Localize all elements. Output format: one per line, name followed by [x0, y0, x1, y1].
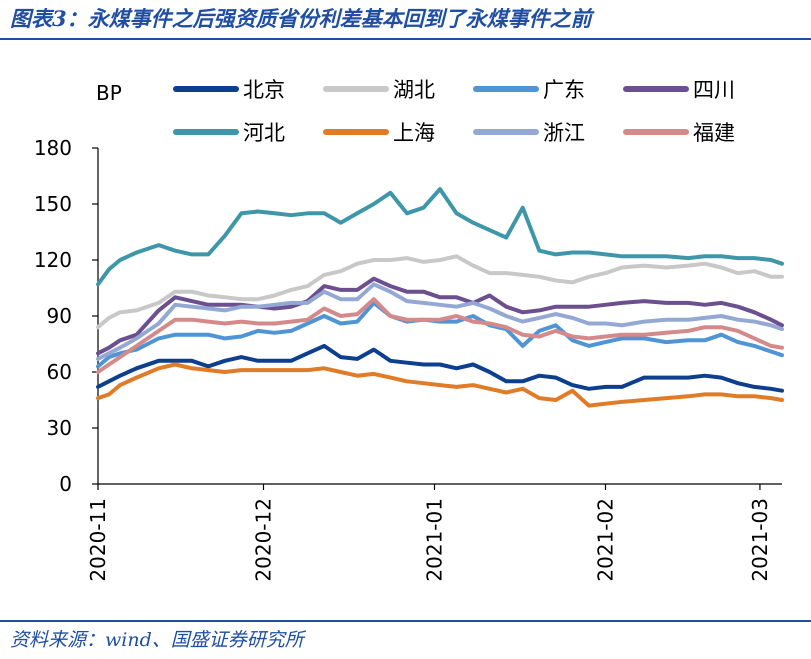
x-tick-label: 2021-03 — [748, 498, 772, 582]
series-layer — [96, 187, 784, 408]
line-chart: 0 30 60 90 120 150 180 2020-11 2020-12 2021-01 202… — [34, 78, 784, 582]
y-tick-label: 90 — [47, 304, 72, 328]
legend-label-1: 北京 — [243, 78, 285, 102]
series-line-3 — [96, 300, 784, 369]
series-line-5 — [96, 187, 784, 287]
x-tick-label: 2021-01 — [422, 498, 446, 582]
y-tick-label: 150 — [34, 192, 72, 216]
series-line-8 — [96, 297, 784, 374]
series-line-1 — [96, 343, 784, 393]
chart-axes: 0 30 60 90 120 150 180 2020-11 2020-12 2021-01 202… — [34, 136, 782, 582]
legend-label-2: 湖北 — [393, 78, 435, 102]
x-tick-label: 2020-11 — [86, 498, 110, 582]
legend-label-5: 河北 — [243, 121, 285, 145]
legend-label-6: 上海 — [393, 121, 435, 145]
x-tick-label: 2021-02 — [593, 498, 617, 582]
legend-label-3: 广东 — [543, 78, 585, 102]
x-tick-label: 2020-12 — [251, 498, 275, 582]
series-line-4 — [96, 276, 784, 356]
series-line-6 — [96, 362, 784, 408]
legend-label-8: 福建 — [693, 121, 735, 145]
figure-title: 图表3：永煤事件之后强资质省份利差基本回到了永煤事件之前 — [10, 6, 592, 31]
series-line-2 — [96, 254, 784, 330]
legend-label-7: 浙江 — [543, 121, 585, 145]
y-axis-unit-label: BP — [96, 81, 122, 105]
series-line-7 — [96, 282, 784, 361]
legend-label-4: 四川 — [693, 78, 735, 102]
y-tick-label: 0 — [59, 472, 72, 496]
y-tick-label: 30 — [47, 416, 72, 440]
y-tick-label: 60 — [47, 360, 72, 384]
source-note: 资料来源：wind、国盛证券研究所 — [10, 629, 304, 651]
title-divider — [0, 38, 811, 40]
y-tick-label: 120 — [34, 248, 72, 272]
y-tick-label: 180 — [34, 136, 72, 160]
source-divider — [0, 620, 811, 622]
